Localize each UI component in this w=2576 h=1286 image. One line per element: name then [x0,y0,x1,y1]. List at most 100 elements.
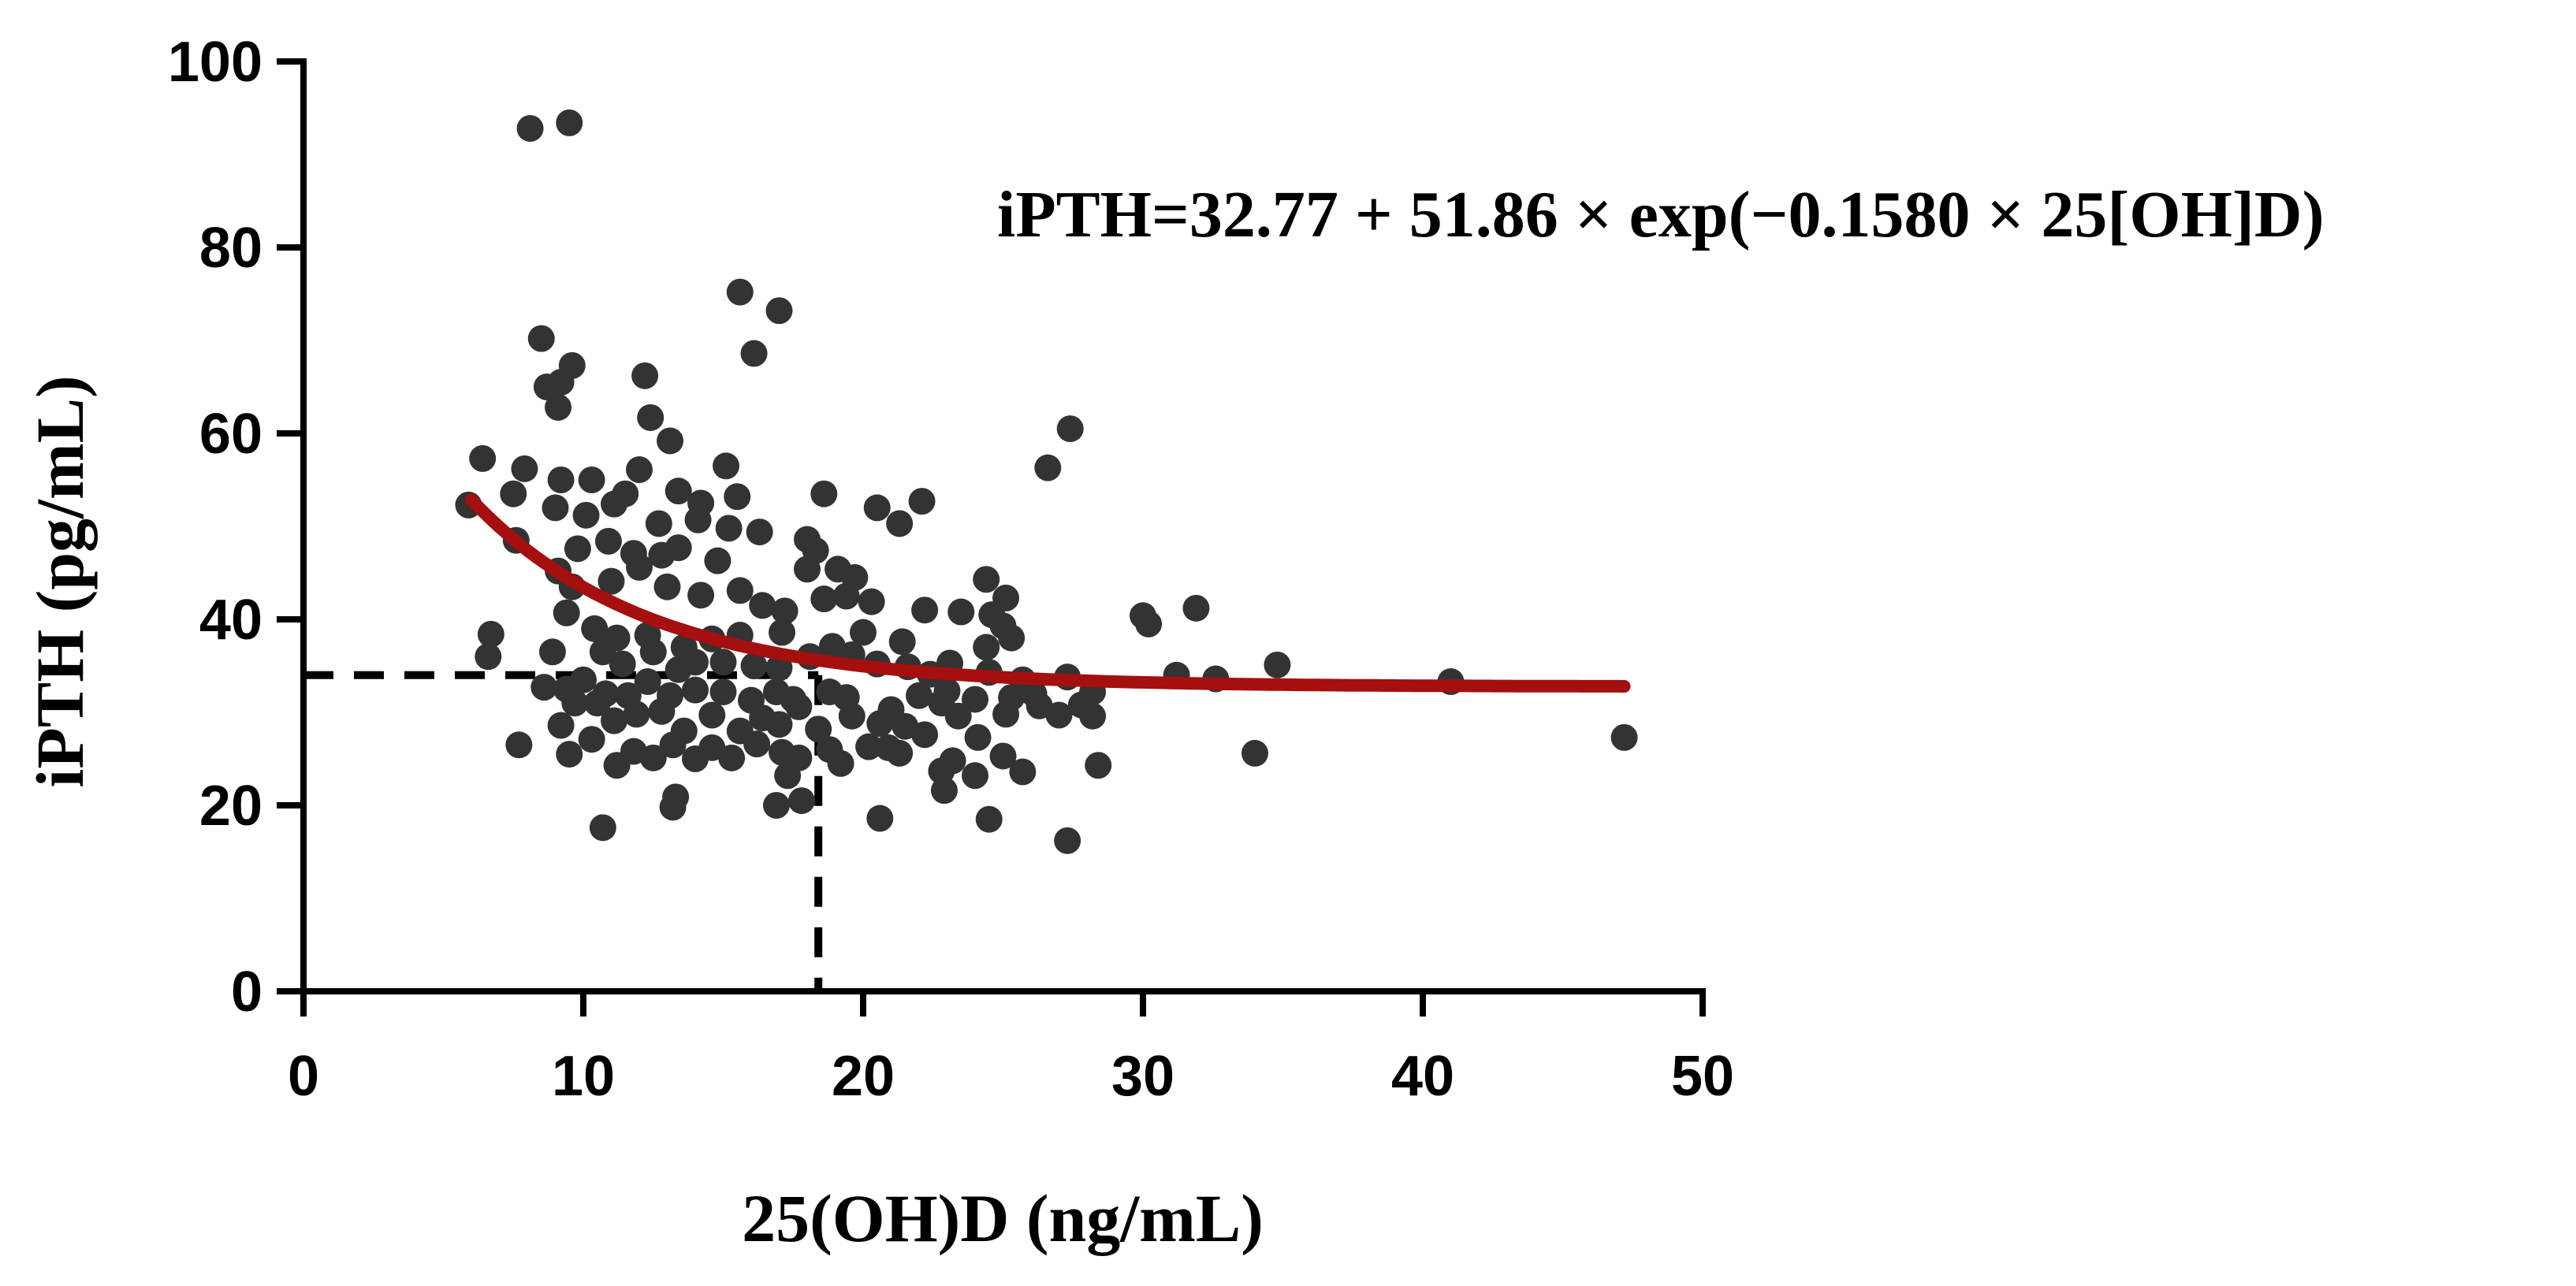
data-point [794,556,821,583]
data-point [1085,752,1112,779]
data-point [684,506,712,533]
data-point [715,515,743,542]
data-point [1045,701,1073,729]
data-point [855,733,883,760]
data-point [769,619,796,646]
data-point [774,762,802,790]
data-point [687,582,715,609]
data-point [581,615,609,642]
data-point [648,541,676,569]
data-point [634,668,661,696]
data-point [906,682,932,709]
data-point [771,597,798,625]
data-point [570,666,597,693]
data-point [709,678,737,706]
data-point [500,480,527,507]
data-point [631,362,659,389]
x-tick-label: 30 [1111,1045,1174,1108]
data-point [556,109,583,136]
data-point [765,297,793,325]
y-tick-label: 40 [199,589,262,652]
x-tick-label: 0 [288,1045,319,1108]
data-point [601,707,628,734]
data-point [626,456,653,484]
data-point [973,634,1000,661]
data-point [527,325,555,352]
data-point [1264,651,1291,678]
data-point [477,620,504,648]
data-point [609,650,636,678]
data-point [998,624,1026,652]
data-point [547,466,575,493]
x-tick-label: 50 [1671,1045,1734,1108]
data-point [1020,680,1048,708]
fit-curve-group [465,493,1631,693]
data-point [939,747,966,775]
data-point [886,739,914,767]
data-point [863,494,891,522]
data-point [645,510,672,537]
data-point [1182,594,1210,622]
data-point [572,501,600,529]
data-point [659,731,687,759]
data-point [597,567,625,595]
data-point [962,686,988,713]
data-point [866,805,894,832]
data-point [589,814,616,842]
data-point [726,278,754,306]
data-point [743,730,771,758]
data-point [989,742,1017,770]
data-point [1079,702,1107,730]
data-point [998,684,1026,712]
data-point [511,455,538,482]
data-point [908,488,936,515]
data-point [553,599,580,626]
data-point [740,652,768,679]
data-point [805,715,832,743]
fit-curve [465,493,1631,693]
data-point [662,783,690,811]
data-point [1241,739,1268,767]
data-point [592,680,620,708]
data-point [589,638,616,666]
data-point [975,805,1003,833]
data-point [698,701,726,729]
data-point [657,682,684,709]
data-point [858,588,885,615]
data-point [1610,723,1638,751]
data-point [726,577,754,604]
data-point [639,744,667,771]
axes: 0 10 20 30 40 50 0 20 40 60 80 100 [168,31,1734,1108]
data-point [933,677,961,704]
data-point [533,374,560,400]
data-point [888,628,916,656]
data-point [827,749,854,777]
data-point [713,452,740,480]
fit-equation: iPTH=32.77 + 51.86 × exp(−0.1580 × 25[OH… [997,178,2325,251]
data-point [547,712,575,739]
data-point [1054,827,1081,854]
y-tick-label: 80 [199,217,262,280]
data-point [724,483,751,511]
data-point [542,494,569,522]
data-point [601,490,628,518]
data-point [740,340,768,367]
data-point [911,597,939,624]
data-point [877,696,905,723]
data-point [1009,758,1037,786]
data-point [886,510,914,537]
x-tick-label: 10 [552,1045,615,1108]
data-point [1056,415,1084,443]
data-point [530,674,558,701]
data-point [639,638,667,666]
data-point [545,393,572,421]
x-tick-label: 40 [1391,1045,1454,1108]
data-point [704,547,731,574]
y-tick-label: 100 [168,31,262,94]
data-point [664,478,692,505]
data-point [832,684,860,712]
data-point [516,114,544,142]
data-point [709,649,737,676]
data-point [930,777,958,805]
